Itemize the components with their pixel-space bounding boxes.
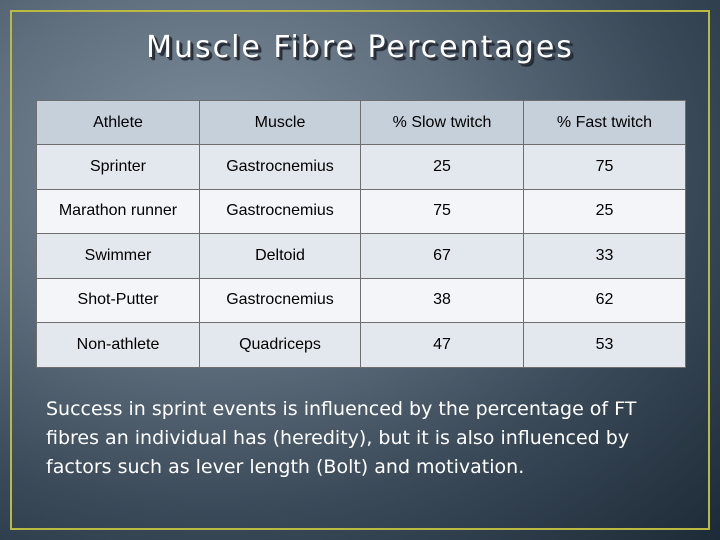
cell-slow-twitch: 38: [360, 277, 524, 323]
header-slow-twitch: % Slow twitch: [360, 100, 524, 145]
cell-athlete: Swimmer: [36, 233, 200, 279]
cell-slow-twitch: 75: [360, 188, 524, 234]
table-header-row: Athlete Muscle % Slow twitch % Fast twit…: [36, 100, 686, 145]
cell-fast-twitch: 25: [523, 188, 686, 234]
table-row: Non-athlete Quadriceps 47 53: [36, 322, 686, 368]
cell-athlete: Sprinter: [36, 144, 200, 190]
cell-athlete: Marathon runner: [36, 188, 200, 234]
cell-athlete: Non-athlete: [36, 322, 200, 368]
cell-muscle: Gastrocnemius: [199, 188, 361, 234]
cell-fast-twitch: 75: [523, 144, 686, 190]
header-muscle: Muscle: [199, 100, 361, 145]
table-row: Shot-Putter Gastrocnemius 38 62: [36, 277, 686, 323]
cell-fast-twitch: 62: [523, 277, 686, 323]
cell-muscle: Gastrocnemius: [199, 144, 361, 190]
muscle-fibre-table: Athlete Muscle % Slow twitch % Fast twit…: [36, 100, 686, 368]
cell-slow-twitch: 47: [360, 322, 524, 368]
header-fast-twitch: % Fast twitch: [523, 100, 686, 145]
cell-slow-twitch: 25: [360, 144, 524, 190]
cell-muscle: Gastrocnemius: [199, 277, 361, 323]
cell-fast-twitch: 33: [523, 233, 686, 279]
slide-title: Muscle Fibre Percentages: [146, 30, 574, 65]
body-text: Success in sprint events is influenced b…: [46, 398, 637, 478]
table-row: Marathon runner Gastrocnemius 75 25: [36, 188, 686, 234]
cell-fast-twitch: 53: [523, 322, 686, 368]
table-row: Swimmer Deltoid 67 33: [36, 233, 686, 279]
cell-slow-twitch: 67: [360, 233, 524, 279]
cell-muscle: Deltoid: [199, 233, 361, 279]
slide-frame: [10, 10, 710, 530]
cell-muscle: Quadriceps: [199, 322, 361, 368]
header-athlete: Athlete: [36, 100, 200, 145]
table-row: Sprinter Gastrocnemius 25 75: [36, 144, 686, 190]
cell-athlete: Shot-Putter: [36, 277, 200, 323]
